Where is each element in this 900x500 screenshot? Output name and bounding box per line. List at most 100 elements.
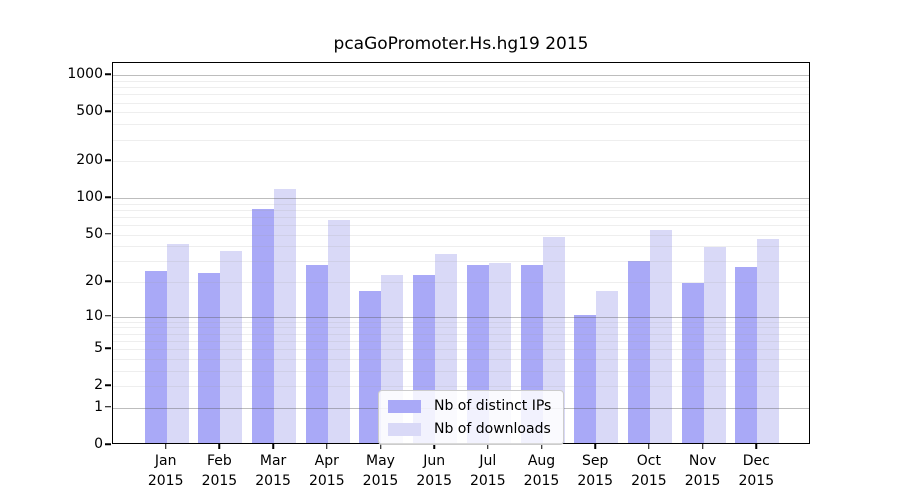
bar-downloads-nov-2015 xyxy=(703,246,726,443)
y-tick-label-1: 1 xyxy=(94,398,103,415)
minor-gridline-2 xyxy=(113,386,809,388)
minor-gridline-20 xyxy=(113,282,809,284)
y-tick-label-0: 0 xyxy=(94,436,103,452)
minor-gridline-700 xyxy=(113,94,809,96)
bar-ips-jan-2015 xyxy=(144,270,167,443)
y-tick-mark-1 xyxy=(105,406,111,408)
x-tick-mark-aug-2015 xyxy=(540,444,543,449)
minor-gridline-60 xyxy=(113,225,809,226)
x-tick-mark-may-2015 xyxy=(379,444,382,449)
x-tick-mark-mar-2015 xyxy=(272,444,274,449)
minor-gridline-50 xyxy=(113,234,809,236)
bar-downloads-feb-2015 xyxy=(220,251,243,443)
bar-ips-sep-2015 xyxy=(574,314,597,443)
bar-downloads-apr-2015 xyxy=(327,219,350,443)
major-gridline-1000 xyxy=(113,75,809,77)
y-tick-label-50: 50 xyxy=(85,225,103,242)
minor-gridline-90 xyxy=(113,203,809,205)
bar-ips-mar-2015 xyxy=(252,208,275,443)
minor-gridline-70 xyxy=(113,216,809,218)
bar-ips-nov-2015 xyxy=(681,282,704,443)
y-tick-label-500: 500 xyxy=(76,103,103,120)
x-tick-mark-feb-2015 xyxy=(218,444,221,449)
y-tick-mark-20 xyxy=(105,280,111,282)
bar-ips-oct-2015 xyxy=(627,261,650,443)
minor-gridline-40 xyxy=(113,246,809,248)
x-tick-label-jul-2015: Jul 2015 xyxy=(469,453,506,489)
legend-row-downloads: Nb of downloads xyxy=(388,421,551,437)
x-tick-mark-dec-2015 xyxy=(755,444,758,449)
y-tick-mark-0 xyxy=(105,443,111,445)
legend-swatch-ips-icon xyxy=(388,399,421,413)
y-tick-mark-200 xyxy=(105,159,111,161)
legend-label-ips: Nb of distinct IPs xyxy=(434,398,552,414)
plot-area: Nb of distinct IPs Nb of downloads xyxy=(112,62,810,445)
minor-gridline-8 xyxy=(113,327,809,329)
minor-gridline-400 xyxy=(113,124,809,126)
bar-downloads-dec-2015 xyxy=(757,239,780,443)
minor-gridline-300 xyxy=(113,139,809,141)
minor-gridline-500 xyxy=(113,112,809,114)
x-tick-label-jun-2015: Jun 2015 xyxy=(416,453,453,489)
bar-ips-feb-2015 xyxy=(198,272,221,443)
bar-ips-apr-2015 xyxy=(305,264,328,443)
y-tick-mark-50 xyxy=(105,232,111,235)
x-tick-label-nov-2015: Nov 2015 xyxy=(684,453,721,489)
minor-gridline-4 xyxy=(113,358,809,360)
minor-gridline-80 xyxy=(113,209,809,211)
x-tick-mark-nov-2015 xyxy=(701,444,704,449)
bar-downloads-mar-2015 xyxy=(274,189,297,443)
y-tick-mark-1000 xyxy=(105,73,111,76)
minor-gridline-3 xyxy=(113,370,809,372)
grid-layer xyxy=(113,63,809,443)
minor-gridline-30 xyxy=(113,261,809,263)
x-tick-label-apr-2015: Apr 2015 xyxy=(308,453,345,489)
x-tick-label-oct-2015: Oct 2015 xyxy=(631,453,667,489)
major-gridline-100 xyxy=(113,198,809,199)
minor-gridline-900 xyxy=(113,80,809,82)
x-tick-label-aug-2015: Aug 2015 xyxy=(523,453,560,489)
y-tick-label-200: 200 xyxy=(76,152,103,169)
y-tick-label-10: 10 xyxy=(85,307,103,324)
bar-downloads-jan-2015 xyxy=(166,244,189,443)
minor-gridline-6 xyxy=(113,340,809,342)
x-tick-label-dec-2015: Dec 2015 xyxy=(738,453,775,489)
minor-gridline-5 xyxy=(113,349,809,351)
minor-gridline-600 xyxy=(113,102,809,104)
legend-swatch-downloads-icon xyxy=(388,422,421,436)
x-tick-mark-jun-2015 xyxy=(433,444,435,449)
minor-gridline-800 xyxy=(113,87,809,89)
chart-title: pcaGoPromoter.Hs.hg19 2015 xyxy=(333,34,589,54)
x-tick-mark-oct-2015 xyxy=(648,444,650,449)
bar-downloads-oct-2015 xyxy=(649,229,672,443)
x-tick-label-sep-2015: Sep 2015 xyxy=(577,453,614,489)
x-tick-label-mar-2015: Mar 2015 xyxy=(255,453,291,489)
y-tick-mark-500 xyxy=(105,110,111,113)
y-tick-label-100: 100 xyxy=(76,189,103,205)
y-tick-mark-10 xyxy=(105,314,111,317)
y-tick-mark-100 xyxy=(105,196,111,198)
y-tick-label-1000: 1000 xyxy=(67,66,103,83)
bar-downloads-sep-2015 xyxy=(596,291,619,443)
legend-row-ips: Nb of distinct IPs xyxy=(388,398,551,414)
bar-ips-dec-2015 xyxy=(735,266,758,443)
x-tick-mark-jul-2015 xyxy=(487,444,489,449)
legend: Nb of distinct IPs Nb of downloads xyxy=(378,390,565,445)
y-tick-label-2: 2 xyxy=(94,377,103,394)
minor-gridline-9 xyxy=(113,321,809,323)
x-tick-mark-jan-2015 xyxy=(164,444,167,449)
y-tick-label-20: 20 xyxy=(85,273,103,290)
bar-ips-may-2015 xyxy=(359,291,382,443)
y-tick-mark-5 xyxy=(105,347,111,349)
x-tick-label-feb-2015: Feb 2015 xyxy=(201,453,238,489)
minor-gridline-7 xyxy=(113,333,809,335)
x-tick-mark-apr-2015 xyxy=(326,444,328,449)
major-gridline-10 xyxy=(113,316,809,318)
x-tick-label-may-2015: May 2015 xyxy=(362,453,399,489)
x-tick-label-jan-2015: Jan 2015 xyxy=(147,453,184,489)
y-tick-mark-2 xyxy=(105,384,111,386)
legend-label-downloads: Nb of downloads xyxy=(434,421,551,437)
minor-gridline-200 xyxy=(113,161,809,163)
y-tick-label-5: 5 xyxy=(94,340,103,357)
